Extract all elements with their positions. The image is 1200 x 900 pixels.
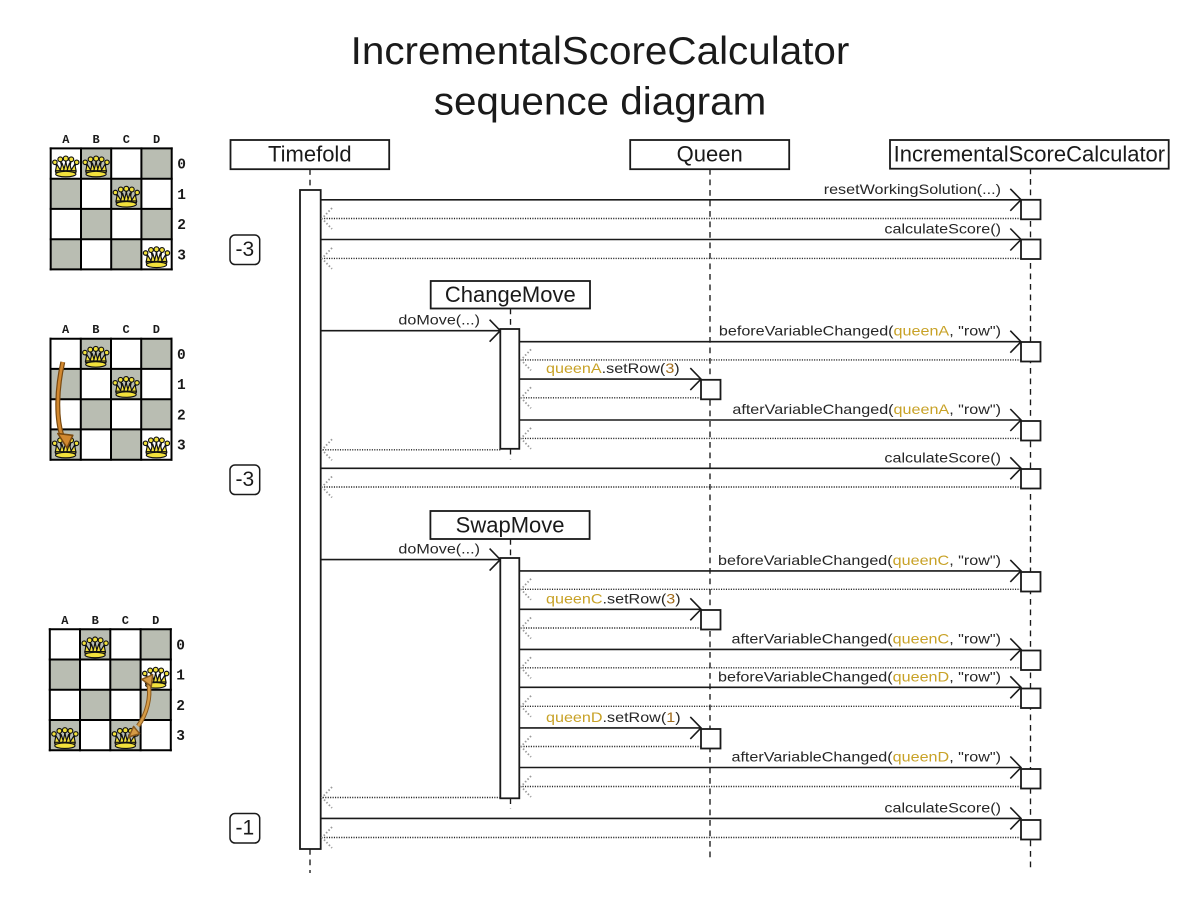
- svg-text:-1: -1: [235, 816, 254, 839]
- svg-text:afterVariableChanged(queenD, ": afterVariableChanged(queenD, "row"): [731, 751, 1001, 765]
- svg-text:C: C: [123, 133, 130, 147]
- svg-text:D: D: [153, 133, 160, 147]
- svg-text:queenD.setRow(1): queenD.setRow(1): [546, 711, 681, 725]
- svg-text:ChangeMove: ChangeMove: [445, 282, 576, 307]
- svg-text:A: A: [62, 133, 70, 147]
- svg-text:2: 2: [177, 218, 186, 234]
- svg-text:D: D: [153, 323, 160, 337]
- svg-text:IncrementalScoreCalculator: IncrementalScoreCalculator: [894, 141, 1165, 166]
- svg-text:afterVariableChanged(queenC, ": afterVariableChanged(queenC, "row"): [731, 633, 1001, 647]
- svg-text:B: B: [92, 323, 99, 337]
- svg-text:doMove(...): doMove(...): [398, 314, 480, 328]
- svg-text:sequence diagram: sequence diagram: [434, 80, 767, 123]
- svg-text:calculateScore(): calculateScore(): [884, 802, 1001, 816]
- svg-text:-3: -3: [235, 238, 254, 261]
- svg-text:afterVariableChanged(queenA, ": afterVariableChanged(queenA, "row"): [732, 403, 1001, 417]
- svg-text:1: 1: [176, 669, 185, 685]
- svg-text:Queen: Queen: [677, 142, 743, 167]
- svg-text:0: 0: [176, 638, 185, 654]
- svg-text:0: 0: [177, 158, 186, 174]
- svg-text:B: B: [92, 133, 99, 147]
- svg-text:SwapMove: SwapMove: [456, 512, 565, 537]
- svg-text:A: A: [61, 614, 69, 628]
- svg-text:D: D: [152, 614, 159, 628]
- svg-text:beforeVariableChanged(queenD,: beforeVariableChanged(queenD, "row"): [718, 670, 1001, 684]
- svg-text:2: 2: [177, 408, 186, 424]
- svg-text:IncrementalScoreCalculator: IncrementalScoreCalculator: [351, 30, 850, 73]
- svg-text:C: C: [122, 614, 129, 628]
- svg-text:doMove(...): doMove(...): [398, 543, 480, 557]
- svg-text:A: A: [62, 323, 70, 337]
- svg-text:Timefold: Timefold: [268, 142, 352, 167]
- svg-text:queenC.setRow(3): queenC.setRow(3): [546, 592, 681, 606]
- svg-text:2: 2: [176, 699, 185, 715]
- svg-text:calculateScore(): calculateScore(): [884, 223, 1001, 237]
- svg-text:C: C: [122, 323, 129, 337]
- svg-text:0: 0: [177, 348, 186, 364]
- svg-text:-3: -3: [235, 468, 254, 491]
- svg-text:3: 3: [176, 729, 185, 745]
- svg-text:B: B: [92, 614, 99, 628]
- svg-text:3: 3: [177, 248, 186, 264]
- svg-text:1: 1: [177, 378, 186, 394]
- svg-text:1: 1: [177, 188, 186, 204]
- svg-text:beforeVariableChanged(queenA,: beforeVariableChanged(queenA, "row"): [719, 325, 1001, 339]
- svg-text:beforeVariableChanged(queenC,: beforeVariableChanged(queenC, "row"): [718, 554, 1001, 568]
- svg-text:resetWorkingSolution(...): resetWorkingSolution(...): [824, 183, 1001, 197]
- svg-text:queenA.setRow(3): queenA.setRow(3): [546, 362, 680, 376]
- svg-text:3: 3: [177, 439, 186, 455]
- svg-text:calculateScore(): calculateScore(): [884, 451, 1001, 465]
